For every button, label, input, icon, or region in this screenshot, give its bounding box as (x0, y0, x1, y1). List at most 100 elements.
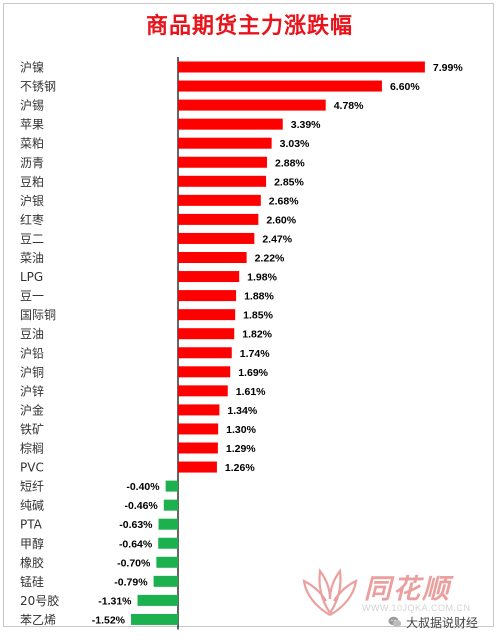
value-label: -0.64% (119, 538, 153, 550)
category-label: 短纤 (20, 480, 44, 494)
category-label: 豆二 (20, 232, 44, 246)
wechat-icon (388, 616, 402, 627)
footer-source: 大叔据说财经 (388, 612, 478, 632)
category-label: 豆油 (20, 327, 44, 341)
category-label: 菜油 (20, 251, 44, 265)
watermark: 同花顺 WWW.10JQKA.COM.CN (298, 563, 488, 625)
value-label: 1.82% (242, 329, 272, 341)
category-label: 沪银 (20, 194, 44, 208)
bar-14 (178, 328, 235, 340)
bar-13 (178, 309, 236, 321)
watermark-url: WWW.10JQKA.COM.CN (362, 603, 471, 613)
bar-18 (178, 404, 220, 416)
category-label: PVC (20, 461, 44, 475)
category-label: 沪镍 (20, 61, 44, 75)
value-label: 4.78% (334, 100, 364, 112)
category-label: 20号胶 (20, 593, 59, 608)
bar-19 (178, 423, 219, 435)
bar-23 (163, 499, 178, 511)
bar-7 (178, 194, 261, 206)
value-label: 1.34% (227, 405, 257, 417)
value-label: 1.69% (238, 367, 268, 379)
category-label: 沪金 (20, 402, 44, 417)
bar-1 (178, 80, 382, 92)
bar-22 (165, 480, 178, 492)
category-label: 沥青 (20, 156, 44, 170)
category-label: 甲醇 (20, 536, 44, 551)
category-label: 豆一 (20, 289, 44, 303)
category-label: 锰硅 (20, 574, 44, 589)
category-label: 纯碱 (20, 499, 44, 513)
bar-15 (178, 347, 232, 359)
category-label: 不锈钢 (20, 80, 56, 94)
value-label: 1.26% (225, 462, 255, 474)
tonghuashun-logo-icon (302, 568, 358, 616)
bar-25 (158, 537, 178, 549)
category-label: 棕榈 (20, 441, 44, 456)
category-label: 沪锌 (20, 384, 44, 398)
value-label: 1.88% (244, 291, 274, 303)
bar-4 (178, 137, 272, 149)
category-label: PTA (20, 518, 43, 532)
bar-17 (178, 385, 228, 397)
category-label: 沪铅 (20, 346, 44, 360)
category-label: 红枣 (20, 212, 44, 227)
bar-8 (178, 213, 259, 225)
value-label: 2.88% (275, 157, 305, 169)
bar-24 (158, 518, 178, 530)
bar-29 (131, 613, 178, 625)
value-label: 2.68% (269, 195, 299, 207)
bar-5 (178, 156, 267, 168)
value-label: 2.85% (274, 176, 304, 188)
footer-source-label: 大叔据说财经 (406, 615, 479, 630)
category-label: 苹果 (20, 118, 44, 132)
value-label: -0.70% (117, 557, 151, 569)
category-label: 沪铜 (20, 364, 44, 379)
value-label: 1.98% (247, 272, 277, 284)
bar-21 (178, 461, 217, 473)
value-label: -0.79% (114, 576, 148, 588)
value-label: 2.60% (266, 214, 296, 226)
value-label: -0.46% (125, 500, 159, 512)
bar-6 (178, 175, 267, 187)
category-label: 国际铜 (20, 307, 56, 322)
value-label: 1.29% (226, 443, 256, 455)
bar-20 (178, 442, 218, 454)
bar-9 (178, 232, 255, 244)
value-label: 3.03% (280, 138, 310, 150)
value-label: 3.39% (291, 119, 321, 131)
value-label: 2.47% (262, 233, 292, 245)
bar-3 (178, 118, 283, 130)
category-label: 豆粕 (20, 174, 44, 189)
bar-16 (178, 366, 231, 378)
value-label: 1.85% (243, 310, 273, 322)
category-label: LPG (20, 270, 43, 284)
category-label: 菜粕 (20, 136, 44, 151)
value-label: 1.30% (226, 424, 256, 436)
value-label: 1.74% (240, 348, 270, 360)
value-label: -0.40% (126, 481, 160, 493)
category-label: 苯乙烯 (20, 613, 56, 627)
value-label: -0.63% (119, 519, 153, 531)
value-label: -1.31% (98, 595, 132, 607)
watermark-brand: 同花顺 (364, 574, 451, 605)
value-label: 6.60% (390, 81, 420, 93)
bar-27 (153, 575, 178, 587)
bar-26 (156, 556, 178, 568)
value-label: 2.22% (255, 253, 285, 265)
category-label: 橡胶 (20, 555, 44, 570)
value-label: 7.99% (433, 62, 463, 74)
bar-2 (178, 99, 326, 111)
category-label: 铁矿 (20, 422, 44, 436)
bar-10 (178, 252, 247, 263)
bar-0 (178, 61, 425, 73)
bar-12 (178, 290, 237, 302)
chart-title: 商品期货主力涨跌幅 (145, 14, 353, 39)
value-label: 1.61% (236, 386, 266, 398)
chart-frame (3, 3, 494, 627)
category-label: 沪锡 (20, 98, 44, 113)
bar-28 (137, 594, 178, 606)
bar-11 (178, 271, 240, 283)
value-label: -1.52% (92, 614, 126, 626)
